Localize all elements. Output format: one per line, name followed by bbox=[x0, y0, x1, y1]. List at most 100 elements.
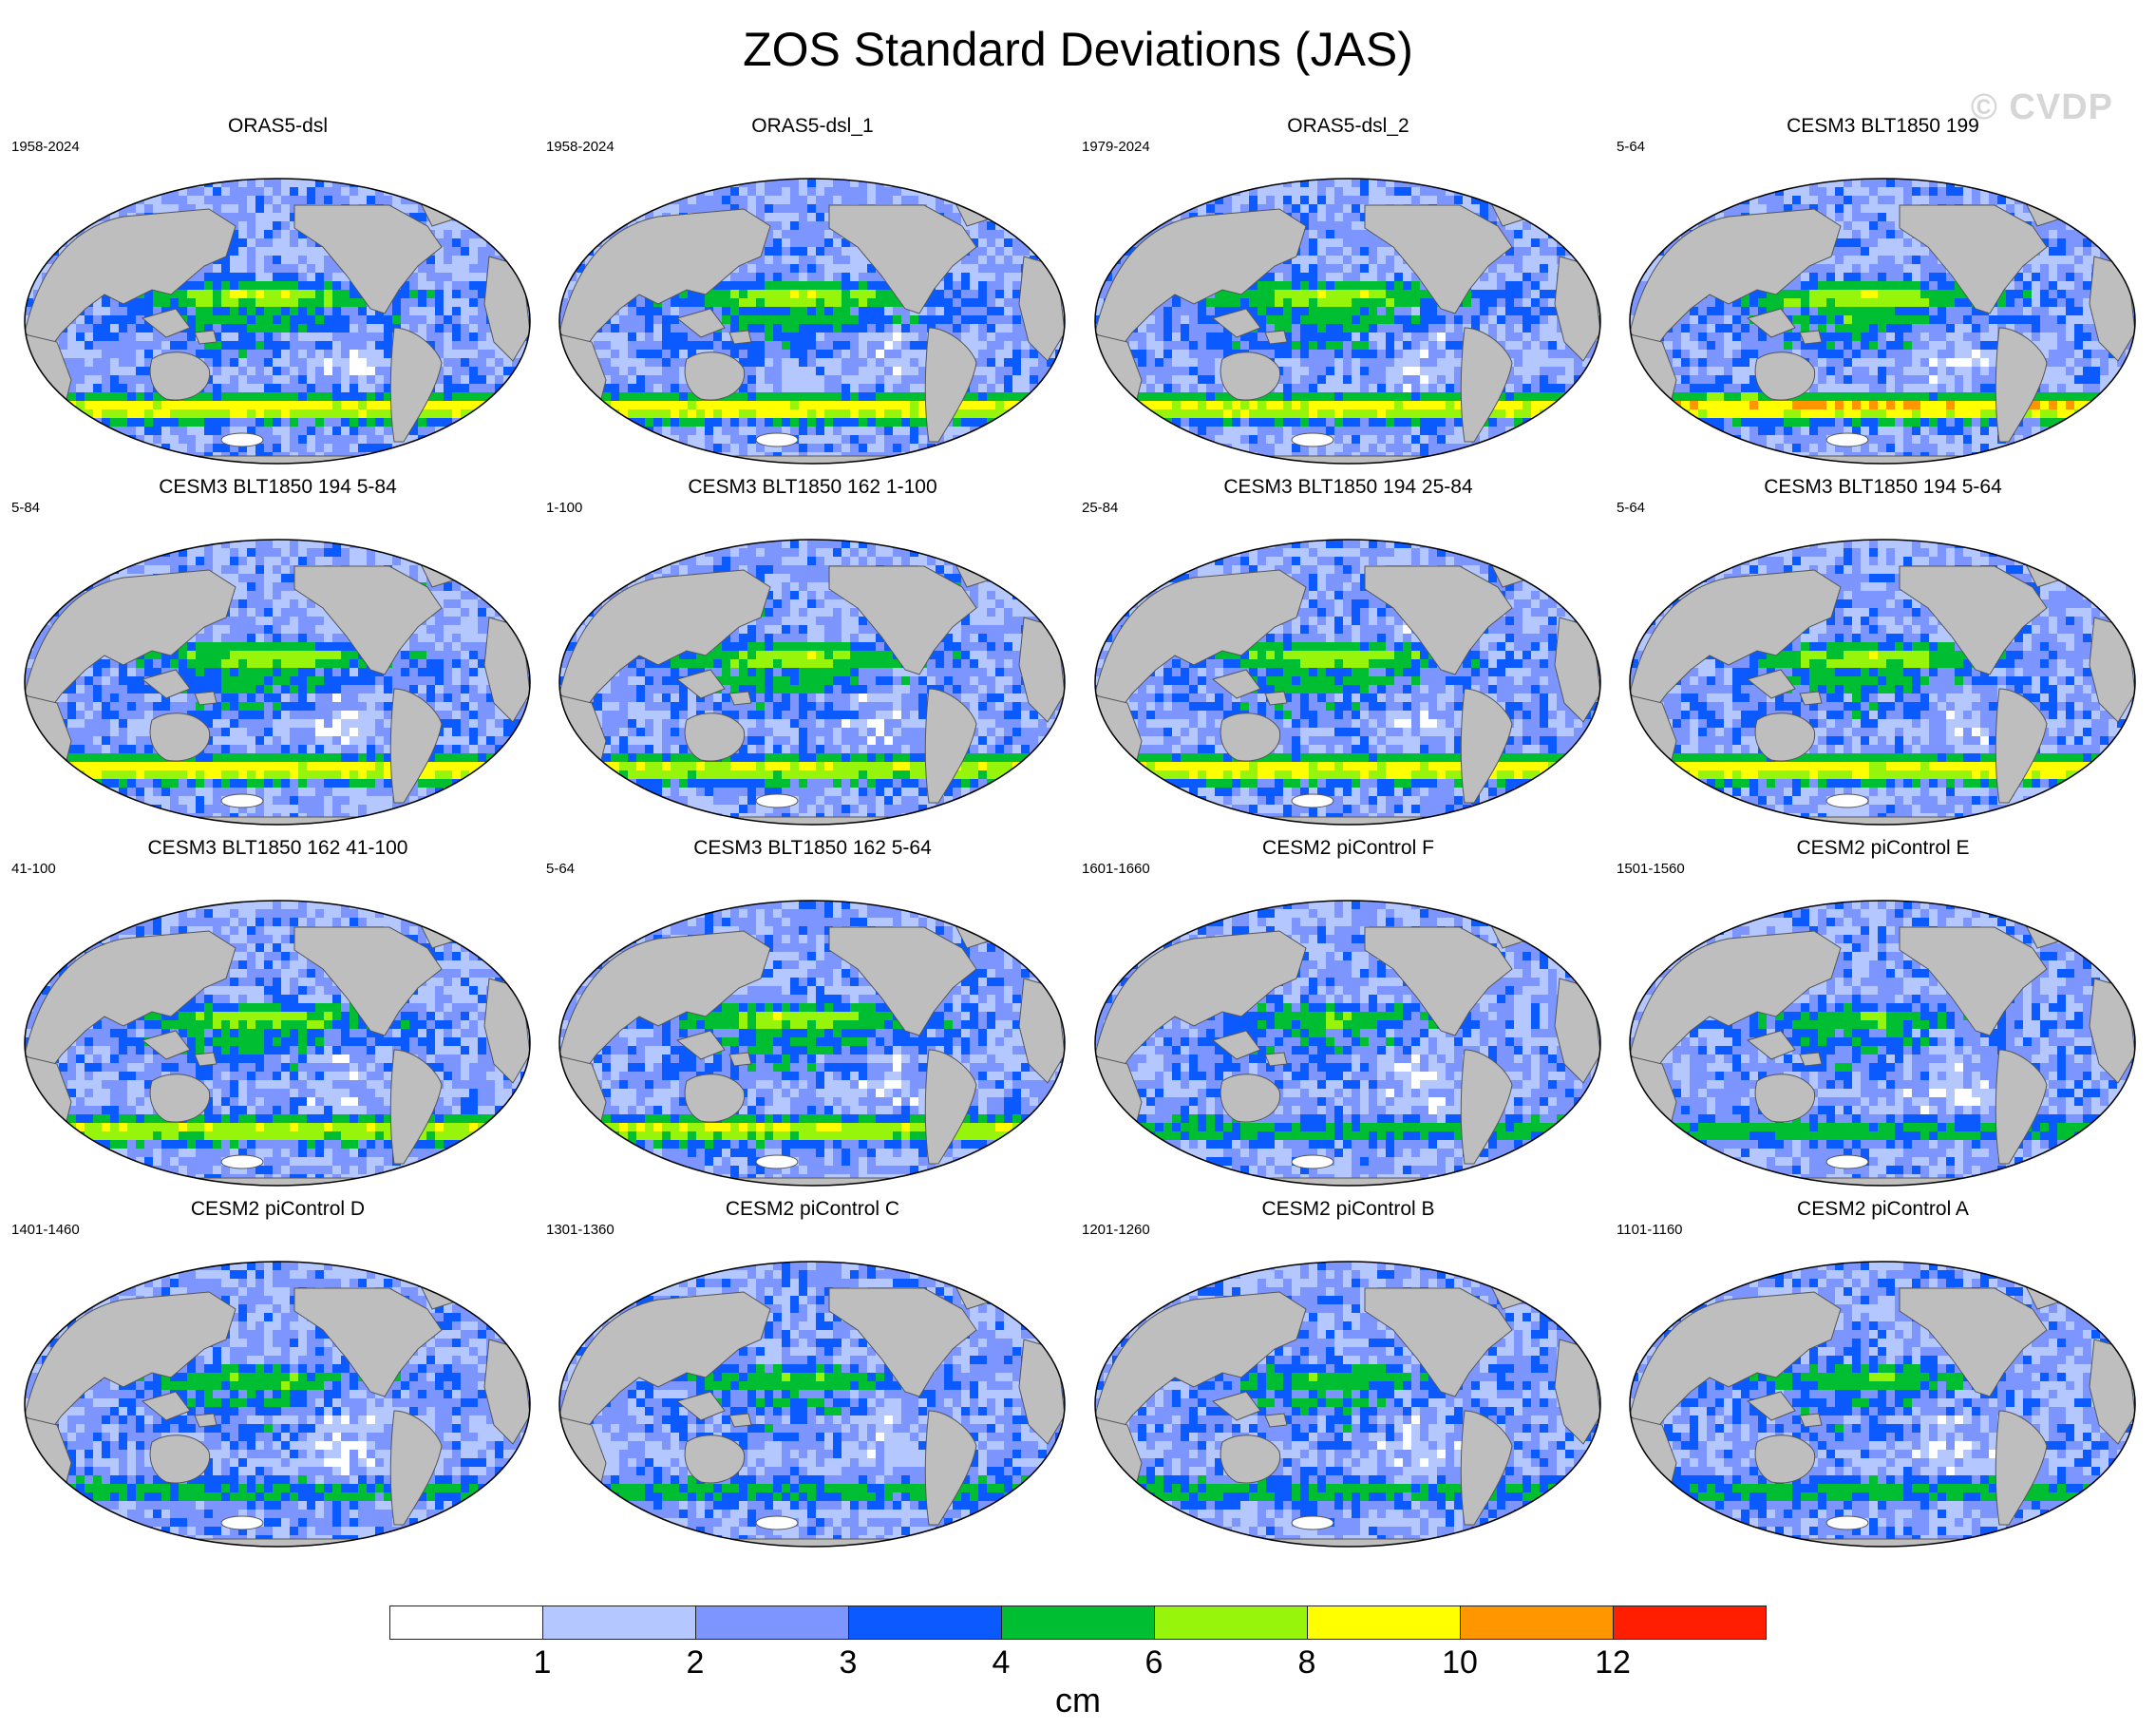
panel-title: CESM3 BLT1850 162 41-100 bbox=[9, 836, 546, 861]
map-border bbox=[1094, 900, 1601, 1187]
panel-year-range: 1201-1260 bbox=[1082, 1222, 1150, 1239]
land-mass bbox=[194, 330, 217, 345]
land-mass bbox=[684, 1434, 746, 1484]
land-mass bbox=[1364, 926, 1513, 1036]
ice-shelf bbox=[220, 1515, 264, 1530]
ocean-field bbox=[1630, 901, 2135, 1186]
land-mass bbox=[1746, 1391, 1796, 1421]
land-mass bbox=[1651, 816, 2110, 825]
robinson-map bbox=[1094, 178, 1601, 465]
colorbar-swatch bbox=[1460, 1606, 1614, 1640]
land-mass bbox=[293, 1287, 443, 1397]
panel-year-range: 5-64 bbox=[546, 861, 575, 878]
land-mass bbox=[1095, 930, 1307, 1074]
land-mass bbox=[46, 1177, 505, 1186]
colorbar-swatch bbox=[389, 1606, 543, 1640]
land-mass bbox=[194, 691, 217, 706]
land-mass bbox=[924, 1410, 977, 1526]
land-mass bbox=[1116, 1177, 1576, 1186]
ice-shelf bbox=[755, 1154, 799, 1169]
ice-shelf bbox=[1825, 793, 1869, 808]
colorbar: 1 2 3 4 6 8 10 12 cm bbox=[0, 1596, 2156, 1729]
land-mass bbox=[141, 669, 191, 699]
map-panel: CESM3 BLT1850 199 5-64 bbox=[1615, 114, 2151, 475]
land-mass bbox=[1899, 926, 2048, 1036]
panel-year-range: 1-100 bbox=[546, 500, 582, 517]
land-mass bbox=[559, 569, 771, 713]
robinson-map bbox=[1629, 1261, 2136, 1548]
map-border bbox=[1629, 900, 2136, 1187]
map-border bbox=[24, 900, 531, 1187]
land-mass bbox=[675, 308, 726, 338]
panel-title: CESM2 piControl F bbox=[1080, 836, 1617, 861]
map-border bbox=[24, 539, 531, 826]
land-mass bbox=[1364, 565, 1513, 675]
land-mass bbox=[1264, 330, 1288, 345]
map-border bbox=[1629, 539, 2136, 826]
map-panel: CESM3 BLT1850 162 41-100 41-100 bbox=[9, 836, 546, 1197]
land-mass bbox=[580, 1177, 1040, 1186]
land-mass bbox=[1746, 1030, 1796, 1060]
land-mass bbox=[1754, 712, 1816, 762]
land-mass bbox=[1630, 930, 1842, 1074]
land-mass bbox=[1651, 1538, 2110, 1547]
land-mass bbox=[1116, 455, 1576, 464]
ocean-field bbox=[1095, 540, 1600, 825]
panel-title: CESM2 piControl E bbox=[1615, 836, 2151, 861]
continents bbox=[25, 917, 530, 1186]
land-mass bbox=[675, 669, 726, 699]
ice-shelf bbox=[1291, 1515, 1334, 1530]
robinson-map bbox=[24, 178, 531, 465]
map-panel: CESM3 BLT1850 194 5-64 5-64 bbox=[1615, 475, 2151, 836]
land-mass bbox=[1899, 565, 2048, 675]
colorbar-tick-label: 6 bbox=[1125, 1644, 1182, 1682]
colorbar-units-label: cm bbox=[1031, 1682, 1125, 1720]
map-panel: CESM3 BLT1850 162 1-100 1-100 bbox=[544, 475, 1081, 836]
ice-shelf bbox=[1825, 1515, 1869, 1530]
land-mass bbox=[1995, 327, 2048, 443]
ice-shelf bbox=[1291, 432, 1334, 447]
land-mass bbox=[1630, 569, 1842, 713]
land-mass bbox=[1630, 1291, 1842, 1435]
land-mass bbox=[924, 1049, 977, 1165]
robinson-map bbox=[558, 1261, 1066, 1548]
map-panel: ORAS5-dsl_1 1958-2024 bbox=[544, 114, 1081, 475]
land-mass bbox=[1799, 691, 1823, 706]
ice-shelf bbox=[755, 1515, 799, 1530]
land-mass bbox=[389, 1049, 443, 1165]
land-mass bbox=[389, 327, 443, 443]
map-panel: CESM3 BLT1850 194 25-84 25-84 bbox=[1080, 475, 1617, 836]
land-mass bbox=[46, 1538, 505, 1547]
land-mass bbox=[149, 1074, 211, 1123]
land-mass bbox=[1116, 816, 1576, 825]
land-mass bbox=[924, 688, 977, 804]
colorbar-tick-label: 3 bbox=[820, 1644, 877, 1682]
map-border bbox=[1629, 178, 2136, 465]
land-mass bbox=[1220, 352, 1281, 401]
ocean-field bbox=[1630, 179, 2135, 464]
land-mass bbox=[1995, 1410, 2048, 1526]
land-mass bbox=[1799, 1052, 1823, 1067]
land-mass bbox=[1264, 1052, 1288, 1067]
land-mass bbox=[1651, 455, 2110, 464]
panel-title: CESM3 BLT1850 162 5-64 bbox=[544, 836, 1081, 861]
ocean-field bbox=[1630, 540, 2135, 825]
continents bbox=[25, 195, 530, 464]
land-mass bbox=[728, 1052, 752, 1067]
map-border bbox=[1629, 1261, 2136, 1548]
land-mass bbox=[1746, 308, 1796, 338]
panel-year-range: 25-84 bbox=[1082, 500, 1118, 517]
land-mass bbox=[1211, 1391, 1261, 1421]
robinson-map bbox=[1094, 900, 1601, 1187]
cvdp-watermark: © CVDP bbox=[1971, 87, 2113, 128]
land-mass bbox=[1799, 1413, 1823, 1428]
panel-title: CESM3 BLT1850 194 5-64 bbox=[1615, 475, 2151, 500]
continents bbox=[559, 917, 1065, 1186]
land-mass bbox=[1364, 1287, 1513, 1397]
map-border bbox=[558, 539, 1066, 826]
land-mass bbox=[1264, 691, 1288, 706]
land-mass bbox=[149, 712, 211, 762]
land-mass bbox=[828, 565, 977, 675]
land-mass bbox=[1651, 1177, 2110, 1186]
ocean-field bbox=[25, 179, 530, 464]
